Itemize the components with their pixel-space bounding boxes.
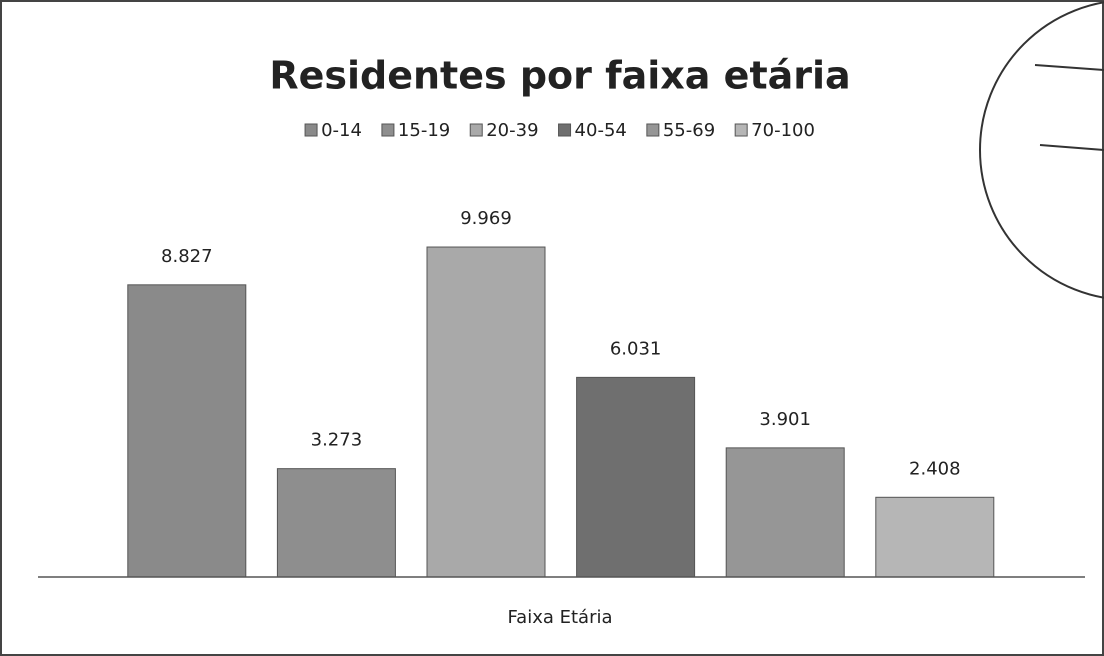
- bar: [725, 447, 845, 578]
- legend-swatch: [469, 123, 483, 137]
- data-label: 3.901: [759, 409, 811, 430]
- legend-label: 15-19: [398, 120, 450, 141]
- data-label: 2.408: [909, 458, 961, 479]
- data-label: 3.273: [311, 430, 363, 451]
- x-axis-title: Faixa Etária: [507, 607, 612, 628]
- legend-label: 40-54: [575, 120, 627, 141]
- data-label: 8.827: [161, 246, 213, 267]
- data-label: 9.969: [460, 208, 512, 229]
- legend-label: 20-39: [486, 120, 538, 141]
- data-label: 6.031: [610, 338, 662, 359]
- legend-swatch: [381, 123, 395, 137]
- legend-swatch: [734, 123, 748, 137]
- legend-label: 70-100: [751, 120, 815, 141]
- legend-swatch: [646, 123, 660, 137]
- bar: [576, 376, 696, 578]
- legend-label: 55-69: [663, 120, 715, 141]
- bar: [276, 468, 396, 578]
- bar: [127, 284, 247, 578]
- bar: [426, 246, 546, 578]
- legend: 0-14 15-19 20-39 40-54 55-69 70-100: [304, 120, 815, 141]
- legend-swatch: [304, 123, 318, 137]
- legend-swatch: [558, 123, 572, 137]
- chart-title: Residentes por faixa etária: [269, 54, 850, 98]
- legend-label: 0-14: [321, 120, 362, 141]
- stamp: [979, 1, 1104, 299]
- bar: [875, 496, 995, 578]
